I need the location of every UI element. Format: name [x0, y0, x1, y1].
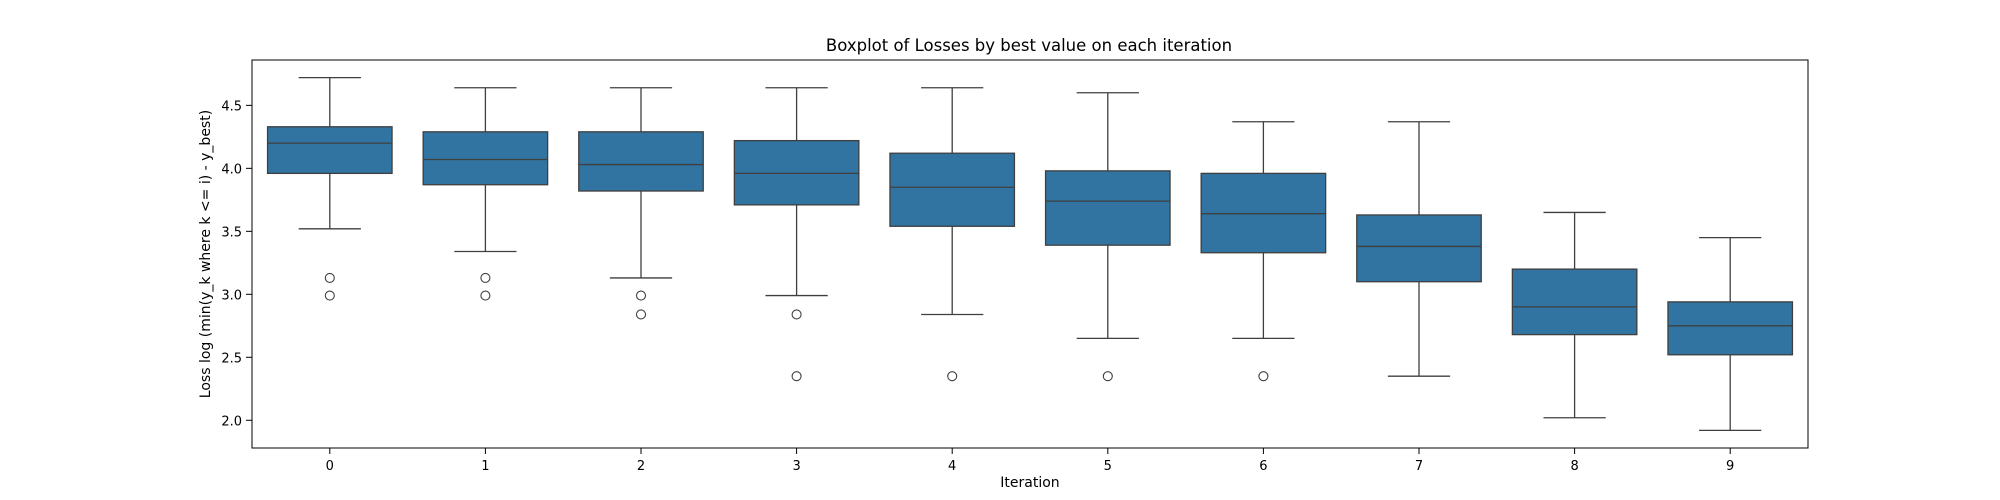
box-group-3: [733, 87, 860, 382]
x-tick-label: 8: [1570, 459, 1578, 474]
iqr-box: [1044, 170, 1171, 246]
iqr-box: [1356, 214, 1482, 283]
x-tick-label: 0: [326, 459, 334, 474]
iqr-box: [889, 152, 1016, 227]
chart-title: Boxplot of Losses by best value on each …: [826, 36, 1232, 55]
iqr-box: [422, 131, 549, 186]
box-group-0: [266, 76, 393, 301]
y-tick-label: 3.0: [221, 288, 242, 303]
plot-area: [266, 76, 1794, 432]
box-group-9: [1667, 236, 1794, 432]
outlier-point: [1102, 371, 1113, 382]
box-group-5: [1044, 92, 1171, 382]
outlier-point: [635, 309, 647, 320]
y-tick-label: 3.5: [221, 225, 242, 240]
x-tick-label: 7: [1415, 459, 1423, 474]
box-group-7: [1356, 121, 1482, 377]
outlier-point: [324, 290, 335, 301]
y-tick-label: 4.0: [221, 162, 242, 177]
outlier-point: [635, 290, 647, 301]
y-tick-label: 2.5: [221, 351, 242, 366]
outlier-point: [947, 371, 958, 382]
iqr-box: [578, 131, 704, 192]
x-tick-label: 5: [1104, 459, 1112, 474]
outlier-point: [1258, 371, 1269, 382]
outlier-point: [324, 272, 335, 283]
x-tick-label: 3: [792, 459, 800, 474]
outlier-point: [480, 290, 491, 301]
plot-frame: [251, 59, 1809, 449]
box-group-2: [578, 87, 704, 320]
y-tick-label: 4.5: [221, 99, 242, 114]
outlier-point: [480, 272, 491, 283]
x-tick-label: 2: [637, 459, 645, 474]
x-tick-label: 6: [1259, 459, 1267, 474]
box-group-6: [1200, 121, 1327, 382]
x-axis-title: Iteration: [1000, 475, 1059, 491]
box-group-4: [889, 87, 1016, 382]
outlier-point: [791, 309, 802, 320]
iqr-box: [1511, 268, 1638, 336]
iqr-box: [1667, 301, 1794, 356]
iqr-box: [266, 126, 393, 175]
x-axis: 0 1 2 3 4 5 6 7 8 9: [326, 448, 1734, 474]
x-tick-label: 9: [1726, 459, 1734, 474]
box-group-8: [1511, 211, 1638, 419]
y-axis: 2.0 2.5 3.0 3.5 4.0 4.5: [221, 99, 252, 429]
x-tick-label: 1: [481, 459, 489, 474]
x-tick-label: 4: [948, 459, 956, 474]
box-group-1: [422, 87, 549, 301]
y-axis-title: Loss log (min(y_k where k <= i) - y_best…: [198, 110, 214, 398]
outlier-point: [791, 371, 802, 382]
y-tick-label: 2.0: [221, 414, 242, 429]
